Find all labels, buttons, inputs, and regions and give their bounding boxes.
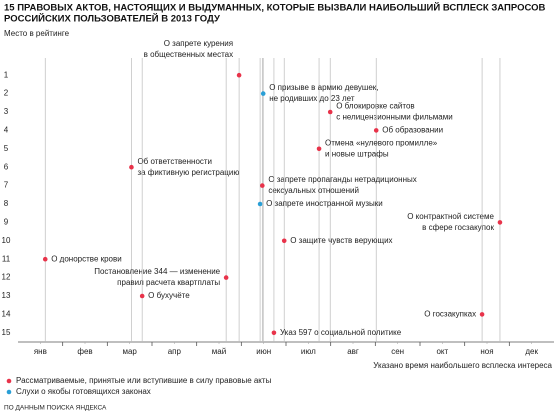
point-label: с нелицензионными фильмами: [336, 113, 453, 122]
x-tick-label: окт: [436, 347, 448, 356]
y-axis-title: Место в рейтинге: [4, 29, 70, 38]
chart-title-line: РОССИЙСКИХ ПОЛЬЗОВАТЕЛЕЙ В 2013 ГОДУ: [4, 13, 220, 25]
point: [223, 275, 229, 280]
point: [479, 312, 485, 317]
point-label: О призыве в армию девушек,: [269, 83, 378, 92]
legend-label: Слухи о якобы готовящихся законах: [16, 387, 151, 396]
point-label: Об ответственности: [137, 157, 212, 166]
point-label: О блокировке сайтов: [336, 102, 414, 111]
x-tick-label: апр: [168, 347, 182, 356]
x-tick-label: авг: [347, 347, 359, 356]
point: [42, 256, 48, 262]
point: [129, 164, 134, 170]
y-tick-label: 7: [4, 181, 9, 190]
y-tick-label: 3: [4, 107, 9, 116]
point-label: О бухучёте: [148, 291, 190, 300]
point: [257, 201, 263, 207]
y-tick-label: 9: [4, 218, 9, 227]
y-tick-label: 2: [4, 89, 9, 98]
legend-marker: [6, 378, 12, 384]
legend-label: Рассматриваемые, принятые или вступившие…: [16, 376, 272, 385]
x-tick-label: фев: [77, 347, 92, 356]
chart-title-line: 15 ПРАВОВЫХ АКТОВ, НАСТОЯЩИХ И ВЫДУМАННЫ…: [4, 2, 545, 14]
legend-marker: [6, 389, 12, 395]
point-label: О контрактной системе: [407, 212, 494, 221]
point-label: не родивших до 23 лет: [269, 94, 355, 103]
point-label: О запрете пропаганды нетрадиционных: [268, 175, 416, 184]
point-label: в общественных местах: [144, 50, 234, 59]
y-tick-label: 11: [2, 254, 11, 263]
point: [327, 109, 333, 115]
y-tick-label: 1: [4, 70, 9, 79]
point-label: Отмена «нулевого промилле»: [325, 138, 438, 147]
x-tick-label: июн: [256, 347, 271, 356]
y-tick-label: 5: [4, 144, 9, 153]
point-label: О донорстве крови: [51, 254, 122, 263]
point-label: правил расчета квартплаты: [117, 278, 220, 287]
point: [281, 238, 287, 244]
y-tick-label: 4: [4, 126, 9, 135]
x-tick-label: июл: [301, 347, 316, 356]
point: [260, 91, 266, 96]
point: [139, 293, 145, 299]
point-label: О запрете курения: [164, 39, 233, 48]
point-label: Постановление 344 — изменение: [94, 267, 220, 276]
y-tick-label: 8: [4, 199, 9, 208]
point: [316, 146, 322, 152]
x-tick-label: май: [212, 347, 226, 356]
point: [260, 183, 265, 188]
x-tick-label: мар: [122, 347, 137, 356]
y-tick-label: 13: [2, 291, 11, 300]
point-label: в сфере госзакупок: [422, 223, 494, 232]
y-tick-label: 10: [2, 236, 11, 245]
point-label: Об образовании: [382, 126, 443, 135]
source: ПО ДАННЫМ ПОИСКА ЯНДЕКСА: [4, 405, 107, 412]
point-label: О защите чувств верующих: [290, 236, 392, 245]
y-tick-label: 12: [2, 273, 11, 282]
point-label: и новые штрафы: [325, 149, 389, 158]
point: [373, 128, 379, 133]
x-axis-title: Указано время наибольшего всплеска интер…: [373, 361, 552, 370]
point: [497, 220, 503, 225]
point-label: Указ 597 о социальной политике: [280, 328, 402, 337]
x-tick-label: дек: [525, 347, 538, 356]
point-label: сексуальных отношений: [268, 186, 359, 195]
point-label: О запрете иностранной музыки: [266, 199, 383, 208]
point: [236, 72, 242, 78]
x-tick-label: ноя: [480, 347, 493, 356]
y-tick-label: 6: [4, 162, 9, 171]
x-tick-label: сен: [391, 347, 404, 356]
x-tick-label: янв: [34, 347, 47, 356]
y-tick-label: 14: [2, 310, 11, 319]
point-label: за фиктивную регистрацию: [137, 168, 239, 177]
point: [271, 330, 277, 336]
point-label: О госзакупках: [424, 310, 476, 319]
y-tick-label: 15: [2, 328, 11, 337]
